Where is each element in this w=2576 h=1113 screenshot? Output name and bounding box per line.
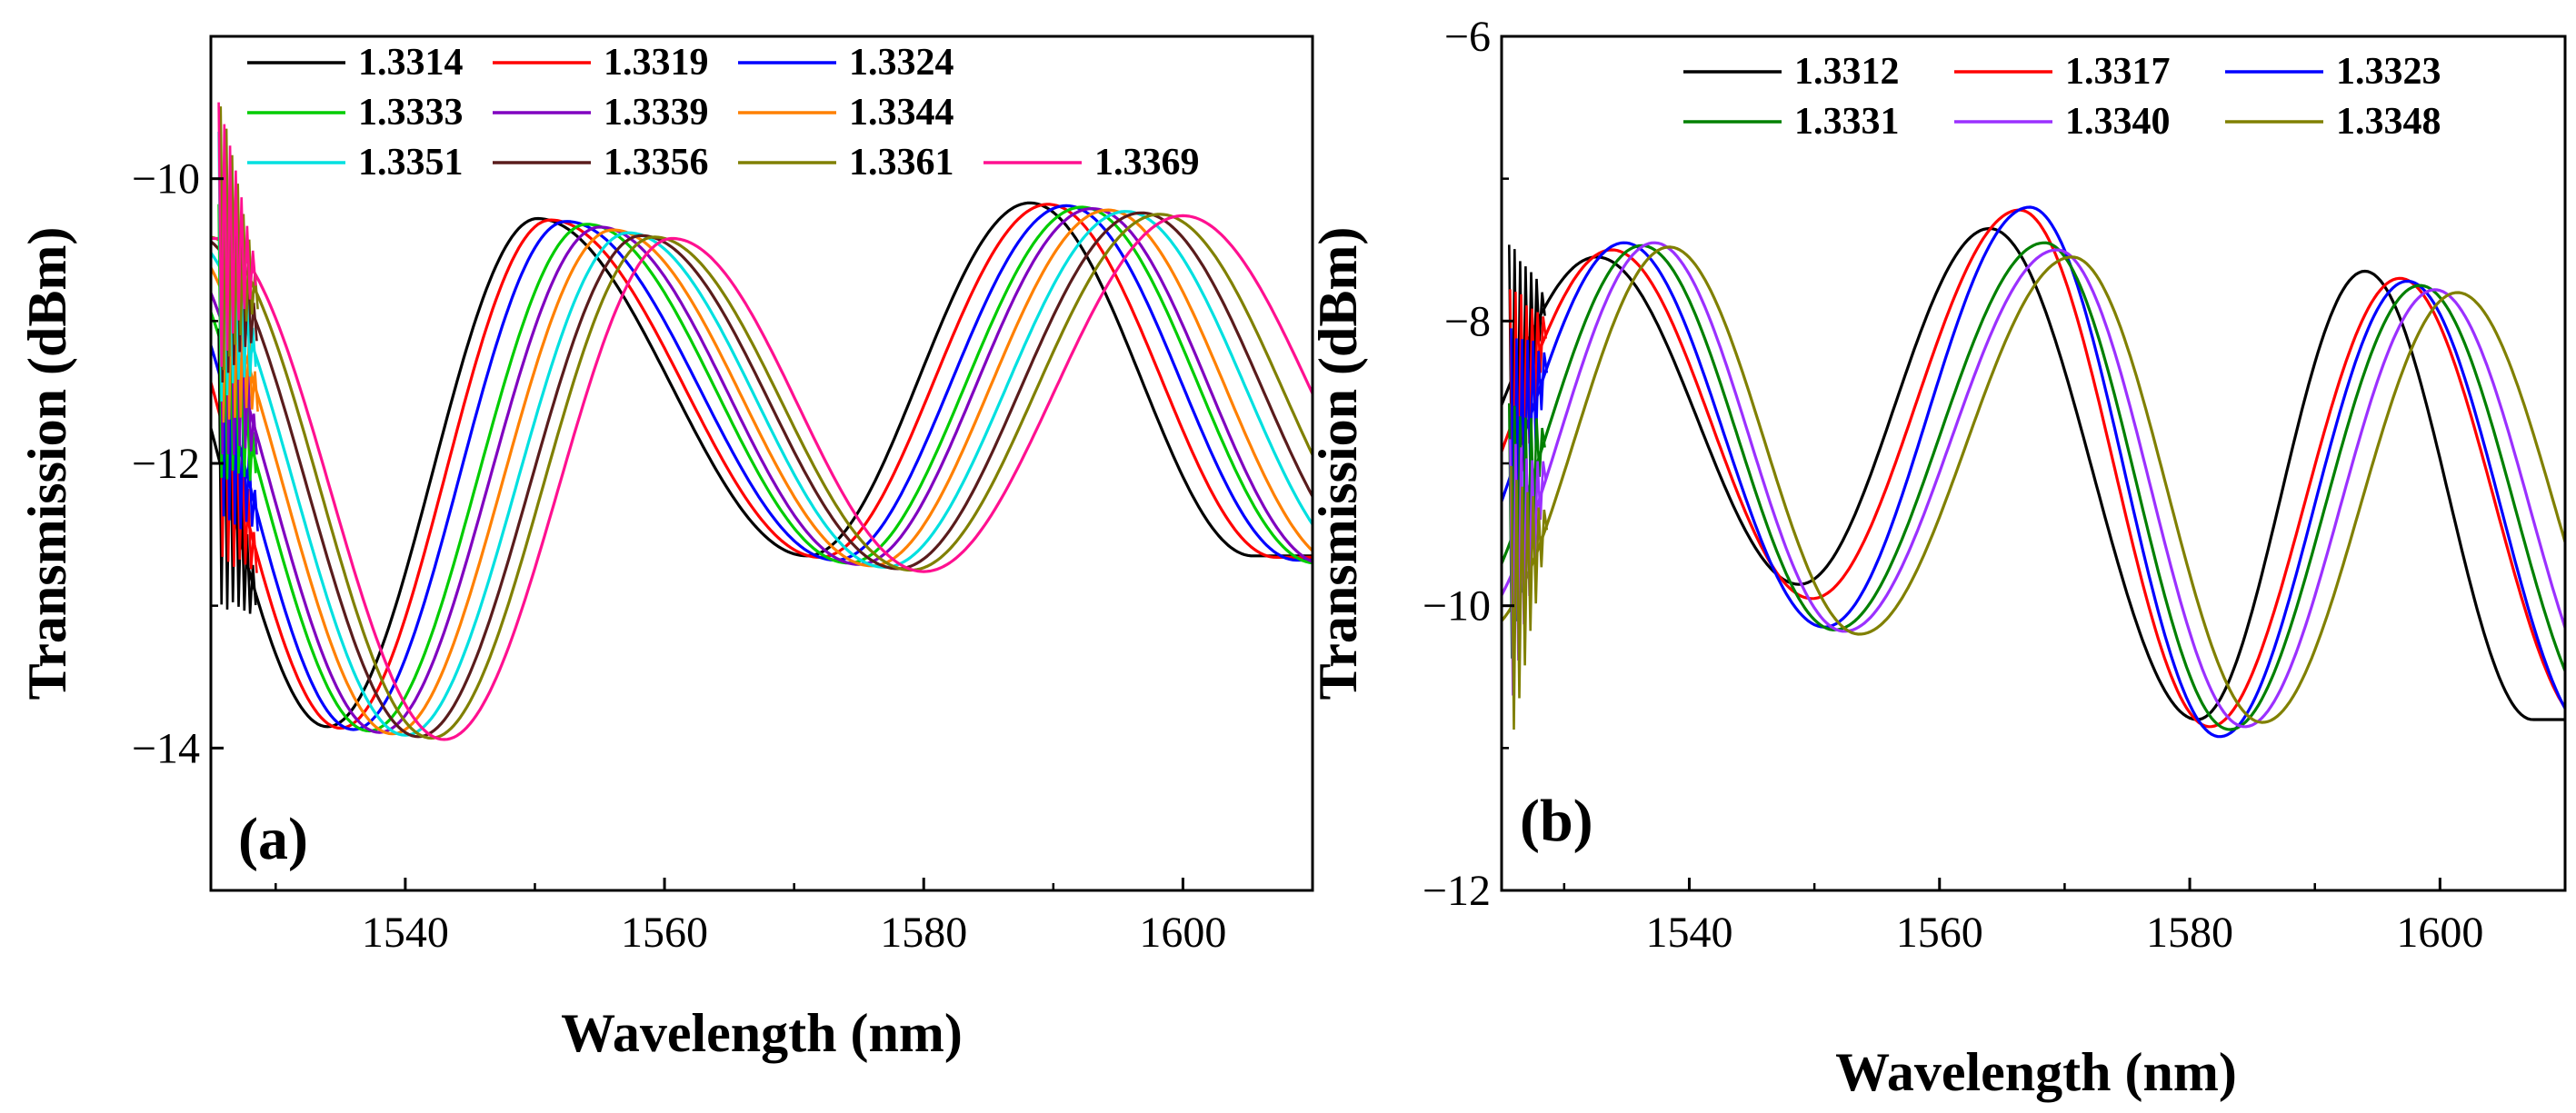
y-tick-label-b--8: −8 [1444, 297, 1491, 345]
y-tick-label-a--14: −14 [132, 724, 200, 772]
x-tick-label-b-1540: 1540 [1645, 909, 1732, 957]
legend-label-b-1.3340: 1.3340 [2065, 101, 2171, 143]
y-ticks-a: −14 −12 −10 [132, 35, 224, 892]
series-line-a-1.3344 [211, 208, 1313, 736]
panel-a: 1.3314 1.3319 1.3324 1.3333 1.3339 1.3344 1.33… [17, 35, 1314, 1063]
x-tick-label-a-1600: 1600 [1139, 909, 1226, 957]
x-tick-label-b-1600: 1600 [2396, 909, 2483, 957]
edge-noise-a [217, 102, 259, 614]
series-line-a-1.3333 [211, 205, 1313, 733]
series-group-b [1502, 205, 2565, 739]
legend-label-a-1.3369: 1.3369 [1094, 142, 1200, 184]
y-tick-label-b--12: −12 [1423, 867, 1491, 915]
y-tick-label-a--10: −10 [132, 155, 200, 204]
legend-label-a-1.3356: 1.3356 [604, 142, 709, 184]
series-line-b-1.3317 [1502, 208, 2565, 729]
series-line-b-1.3348 [1502, 245, 2565, 724]
series-line-b-1.3340 [1502, 241, 2565, 729]
panel-label-b: (b) [1520, 788, 1593, 854]
plot-frame-b [1500, 35, 2567, 892]
y-axis-title-a: Transmission (dBm) [17, 227, 77, 701]
series-line-a-1.3339 [211, 207, 1313, 734]
panel-label-a: (a) [238, 806, 308, 872]
legend-a: 1.3314 1.3319 1.3324 1.3333 1.3339 1.3344 1.33… [247, 42, 1200, 184]
legend-b: 1.3312 1.3317 1.3323 1.3331 1.3340 1.3348 [1683, 51, 2441, 143]
x-ticks-a: 1540 1560 1580 1600 [275, 878, 1314, 957]
series-line-b-1.3331 [1502, 241, 2565, 731]
panel-b: 1.3312 1.3317 1.3323 1.3331 1.3340 1.3348 154… [1308, 13, 2567, 1102]
legend-label-a-1.3333: 1.3333 [358, 92, 464, 134]
legend-label-a-1.3324: 1.3324 [849, 42, 954, 84]
series-line-a-1.3356 [211, 211, 1313, 739]
series-line-a-1.3369 [211, 214, 1313, 741]
legend-label-b-1.3312: 1.3312 [1794, 51, 1900, 93]
x-tick-label-a-1540: 1540 [362, 909, 449, 957]
edge-noise-line-b-1.3348 [1510, 465, 1549, 730]
y-tick-label-b--6: −6 [1444, 13, 1491, 61]
legend-label-b-1.3317: 1.3317 [2065, 51, 2171, 93]
x-tick-label-b-1580: 1580 [2146, 909, 2233, 957]
series-line-a-1.3361 [211, 213, 1313, 740]
series-line-a-1.3319 [211, 203, 1313, 730]
edge-noise-line-a-1.3369 [217, 102, 257, 367]
legend-label-a-1.3339: 1.3339 [604, 92, 709, 134]
x-ticks-b: 1540 1560 1580 1600 [1563, 878, 2567, 957]
series-line-a-1.3314 [211, 201, 1313, 729]
x-tick-label-a-1560: 1560 [621, 909, 708, 957]
y-ticks-b: −12 −10 −8 −6 [1423, 13, 1514, 915]
x-tick-label-b-1560: 1560 [1896, 909, 1983, 957]
legend-label-a-1.3351: 1.3351 [358, 142, 464, 184]
y-tick-label-b--10: −10 [1423, 582, 1491, 631]
legend-label-b-1.3331: 1.3331 [1794, 101, 1900, 143]
x-axis-title-b: Wavelength (nm) [1835, 1042, 2237, 1102]
series-line-a-1.3351 [211, 210, 1313, 737]
series-line-a-1.3324 [211, 204, 1313, 731]
x-tick-label-a-1580: 1580 [880, 909, 967, 957]
series-line-b-1.3323 [1502, 205, 2565, 739]
y-tick-label-a--12: −12 [132, 440, 200, 488]
legend-label-b-1.3348: 1.3348 [2336, 101, 2441, 143]
x-axis-title-a: Wavelength (nm) [561, 1003, 963, 1063]
edge-noise-b [1508, 244, 1549, 730]
legend-label-b-1.3323: 1.3323 [2336, 51, 2441, 93]
legend-label-a-1.3319: 1.3319 [604, 42, 709, 84]
legend-label-a-1.3314: 1.3314 [358, 42, 464, 84]
y-axis-title-b: Transmission (dBm) [1308, 227, 1368, 701]
legend-label-a-1.3344: 1.3344 [849, 92, 954, 134]
legend-label-a-1.3361: 1.3361 [849, 142, 954, 184]
series-group-a [211, 102, 1313, 741]
edge-noise-line-b-1.3323 [1510, 328, 1549, 592]
